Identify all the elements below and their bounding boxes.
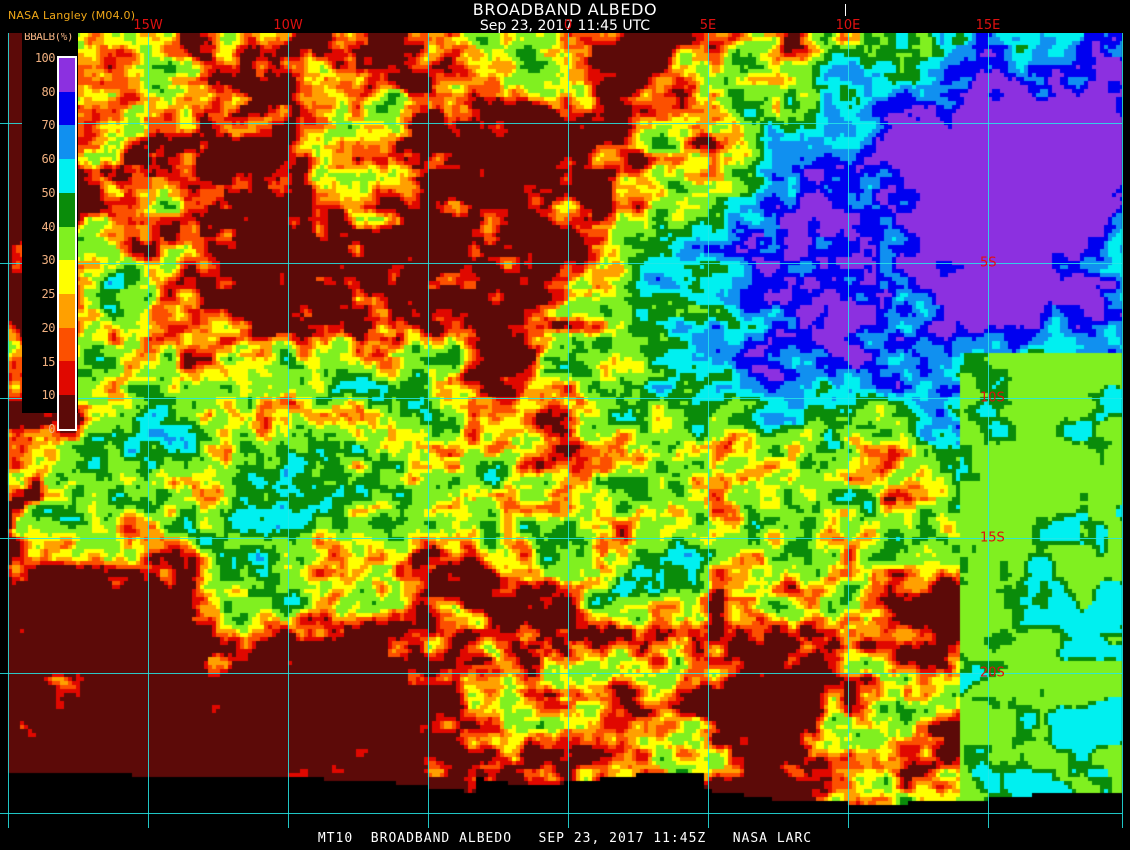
footer-caption: MT10 BROADBAND ALBEDO SEP 23, 2017 11:45… <box>317 831 813 846</box>
page-subtitle: Sep 23, 2017 11:45 UTC <box>479 18 651 34</box>
latitude-label: 5S <box>980 255 997 271</box>
colorbar-tick: 40 <box>41 219 56 234</box>
colorbar-segment <box>59 125 75 160</box>
grid-line-horizontal <box>0 538 1122 539</box>
latitude-label: 15S <box>980 530 1005 546</box>
albedo-raster <box>0 33 1130 828</box>
colorbar-tick: 30 <box>41 253 56 268</box>
colorbar-segment <box>59 192 75 227</box>
grid-line-vertical <box>288 33 289 828</box>
colorbar-segment <box>59 327 75 362</box>
colorbar-title: BBALB(%) <box>24 30 73 43</box>
axis-tick-mark <box>845 4 846 16</box>
colorbar-segment <box>59 159 75 193</box>
grid-line-horizontal <box>0 123 1122 124</box>
colorbar-segment <box>59 91 75 126</box>
grid-line-horizontal <box>0 813 1122 814</box>
colorbar-segment <box>59 226 75 261</box>
grid-line-horizontal <box>0 398 1122 399</box>
colorbar-tick: 100 <box>34 51 56 65</box>
grid-line-horizontal <box>0 673 1122 674</box>
colorbar-tick: 50 <box>41 185 56 200</box>
longitude-label: 10W <box>273 18 303 33</box>
colorbar-tick: 70 <box>41 118 56 133</box>
longitude-label: 15E <box>975 18 1001 33</box>
colorbar-segment <box>59 294 75 328</box>
colorbar-tick: 15 <box>41 354 56 369</box>
colorbar-segment <box>59 58 75 92</box>
grid-line-vertical <box>8 33 9 828</box>
grid-line-horizontal <box>0 263 1122 264</box>
latitude-label: 10S <box>980 390 1005 406</box>
grid-line-vertical <box>988 33 989 828</box>
footer-bar: MT10 BROADBAND ALBEDO SEP 23, 2017 11:45… <box>0 828 1130 850</box>
grid-line-vertical <box>708 33 709 828</box>
page-title: BROADBAND ALBEDO <box>472 0 658 19</box>
colorbar-gradient <box>57 56 77 431</box>
grid-line-vertical <box>848 33 849 828</box>
colorbar-tick-labels: 100 80 70 60 50 40 30 25 20 15 10 0 <box>22 51 56 436</box>
colorbar-tick: 10 <box>41 388 56 403</box>
colorbar-segment <box>59 395 75 429</box>
grid-line-vertical <box>148 33 149 828</box>
colorbar-tick: 80 <box>41 84 56 99</box>
header-bar: NASA Langley (M04.0) BROADBAND ALBEDO Se… <box>0 0 1130 34</box>
map-image-area[interactable]: 5S 10S 15S 20S <box>0 33 1130 828</box>
colorbar-segment <box>59 260 75 295</box>
longitude-label: 15W <box>133 18 163 33</box>
longitude-label: 0 <box>563 18 573 33</box>
colorbar-tick: 20 <box>41 320 56 335</box>
latitude-label: 20S <box>980 665 1005 681</box>
grid-line-vertical <box>1122 33 1123 828</box>
colorbar-tick: 60 <box>41 152 56 167</box>
colorbar-tick: 0 <box>48 422 55 436</box>
colorbar-tick: 25 <box>41 287 56 302</box>
nasa-langley-credit: NASA Langley (M04.0) <box>8 9 136 22</box>
longitude-label: 10E <box>835 18 861 33</box>
grid-line-vertical <box>568 33 569 828</box>
colorbar-segment <box>59 361 75 396</box>
longitude-label: 5E <box>699 18 717 33</box>
grid-line-vertical <box>428 33 429 828</box>
